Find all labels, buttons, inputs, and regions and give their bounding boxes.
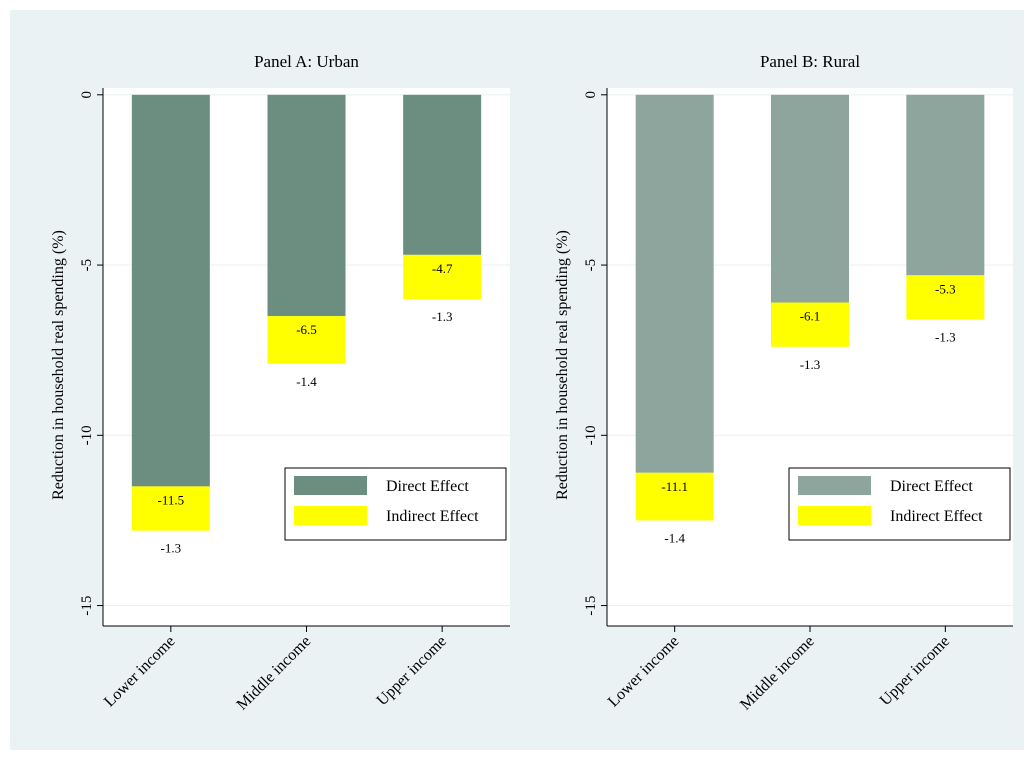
x-tick-label: Middle income	[737, 633, 818, 714]
bar-indirect	[771, 302, 849, 347]
y-tick-label: 0	[79, 91, 95, 99]
y-tick-label: -10	[79, 425, 95, 445]
y-tick-label: 0	[583, 91, 599, 99]
data-label-indirect: -1.3	[800, 357, 821, 372]
y-tick-label: -15	[583, 596, 599, 616]
bar-direct	[131, 94, 210, 487]
data-label-indirect: -1.4	[296, 374, 317, 389]
y-tick-label: -5	[583, 259, 599, 272]
bar-indirect	[131, 486, 210, 531]
chart-title: Panel A: Urban	[254, 52, 359, 71]
y-axis-title: Reduction in household real spending (%)	[554, 230, 571, 500]
data-label-direct: -4.7	[432, 261, 453, 276]
data-label-direct: -11.5	[158, 492, 185, 507]
data-label-indirect: -1.4	[664, 530, 685, 545]
bar-direct	[403, 94, 482, 255]
panel-b: Panel B: Rural 0 -5 -10 -15 Reduction in hous…	[554, 52, 1013, 714]
y-tick-label: -5	[79, 259, 95, 272]
legend-label-indirect: Indirect Effect	[386, 508, 479, 525]
bar-indirect	[267, 316, 346, 364]
legend: Direct Effect Indirect Effect	[788, 467, 1011, 541]
data-label-indirect: -1.3	[935, 330, 956, 345]
legend-label-direct: Direct Effect	[890, 478, 973, 495]
x-tick-label: Lower income	[605, 633, 683, 711]
data-label-indirect: -1.3	[432, 309, 453, 324]
bar-direct	[635, 94, 714, 473]
x-tick-label: Upper income	[877, 633, 953, 709]
y-axis-title: Reduction in household real spending (%)	[50, 230, 67, 500]
chart-title: Panel B: Rural	[760, 52, 860, 71]
legend-label-direct: Direct Effect	[386, 478, 469, 495]
data-label-direct: -5.3	[935, 281, 956, 296]
x-tick-label: Upper income	[374, 633, 450, 709]
bar-indirect	[403, 254, 482, 300]
figure-canvas: Panel A: Urban 0 -5 -10 -15 Reduction in hous…	[10, 10, 1024, 750]
data-label-direct: -11.1	[661, 479, 688, 494]
y-tick-label: -15	[79, 596, 95, 616]
bar-direct	[267, 94, 346, 317]
data-label-direct: -6.1	[800, 309, 821, 324]
panel-a: Panel A: Urban 0 -5 -10 -15 Reduction in hous…	[50, 52, 510, 714]
bar-indirect	[635, 472, 714, 521]
x-tick-label: Lower income	[101, 633, 179, 711]
data-label-direct: -6.5	[296, 322, 317, 337]
legend-swatch-direct	[798, 476, 871, 495]
bar-direct	[771, 94, 849, 303]
x-tick-label: Middle income	[233, 633, 314, 714]
legend: Direct Effect Indirect Effect	[284, 467, 507, 541]
chart-figure: Panel A: Urban 0 -5 -10 -15 Reduction in hous…	[50, 52, 1013, 714]
bar-direct	[906, 94, 985, 276]
y-tick-label: -10	[583, 425, 599, 445]
legend-swatch-direct	[294, 476, 367, 495]
data-label-indirect: -1.3	[161, 541, 182, 556]
legend-label-indirect: Indirect Effect	[890, 508, 983, 525]
bar-indirect	[906, 275, 985, 320]
legend-swatch-indirect	[798, 506, 871, 525]
legend-swatch-indirect	[294, 506, 367, 525]
